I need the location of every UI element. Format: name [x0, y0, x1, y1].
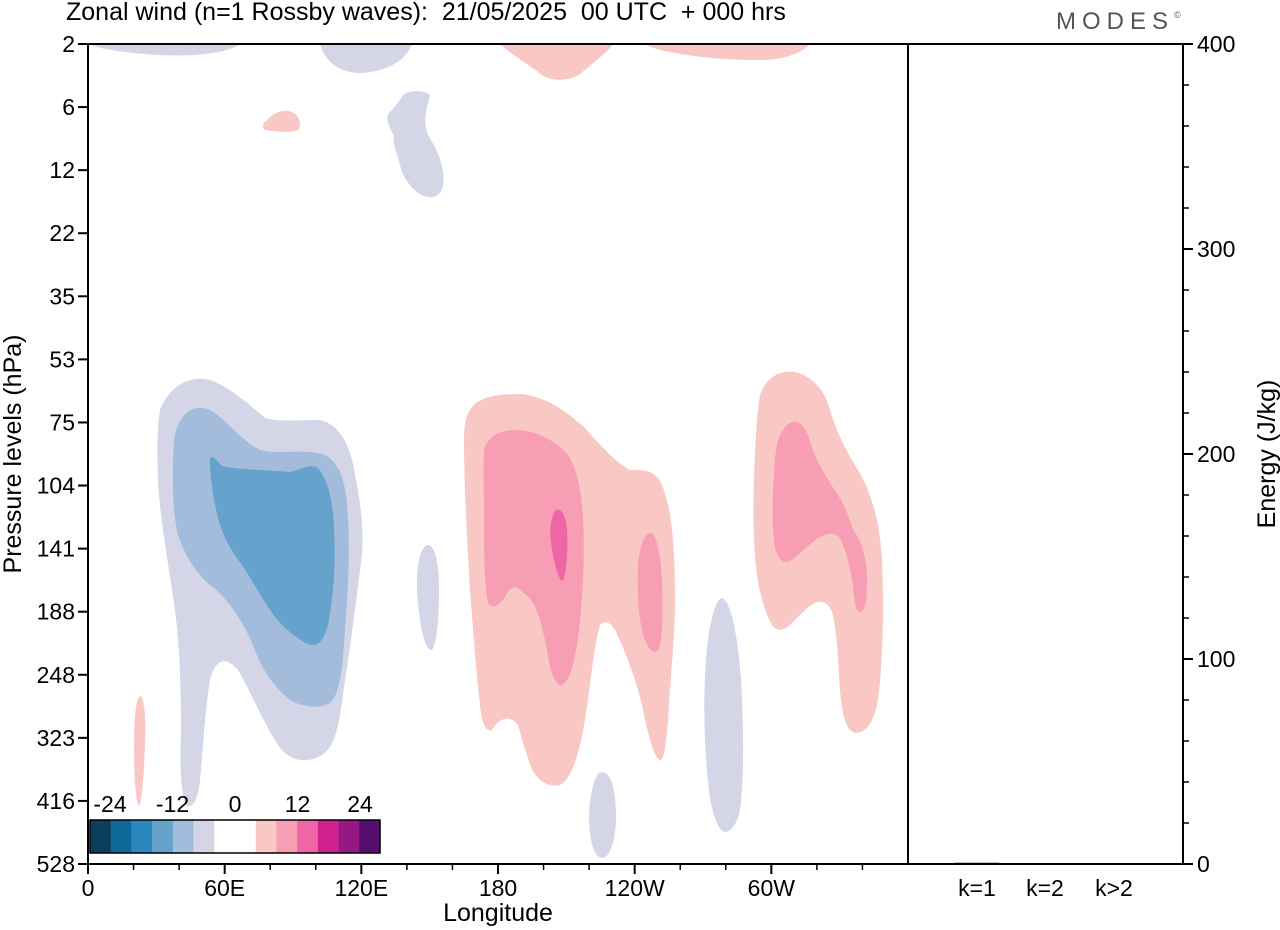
- y-tick-label: 188: [37, 599, 75, 625]
- colorbar-tick-label: -24: [93, 791, 126, 817]
- y-tick-label: 2: [62, 31, 75, 57]
- contour-pos-4-top-right: [645, 44, 810, 60]
- y-tick-label: 22: [49, 220, 75, 246]
- contour-neg-4-bottom: [589, 772, 616, 858]
- contour-neg-4-stratosphere: [387, 91, 444, 198]
- logo-mark: ©: [1174, 10, 1181, 20]
- colorbar-swatch: [317, 820, 339, 853]
- y-tick-label: 53: [49, 346, 75, 372]
- colorbar-swatch: [235, 820, 257, 853]
- colorbar-tick-label: -12: [156, 791, 189, 817]
- contour-pos-8-mid: [637, 532, 663, 652]
- colorbar-swatch: [90, 820, 112, 853]
- energy-category-label: k=1: [958, 875, 996, 901]
- contour-neg-4-small: [416, 545, 439, 650]
- colorbar-swatch: [255, 820, 277, 853]
- energy-tick-label: 100: [1197, 646, 1235, 672]
- colorbar-swatch: [131, 820, 153, 853]
- contour-pos-4-left-thin: [134, 696, 146, 806]
- colorbar-swatch: [152, 820, 174, 853]
- y-tick-label: 104: [37, 473, 76, 499]
- colorbar-swatch: [214, 820, 236, 853]
- contour-neg-4-top-mid: [320, 44, 412, 73]
- colorbar-swatch: [110, 820, 132, 853]
- longitude-axis: 0 60E 120E 180 120W 60W: [82, 864, 864, 901]
- contour-pos-12-main: [550, 509, 568, 581]
- y-tick-label: 141: [37, 536, 75, 562]
- colorbar-tick-label: 12: [285, 791, 311, 817]
- y-tick-label: 12: [49, 157, 75, 183]
- colorbar-swatch: [276, 820, 298, 853]
- contour-neg-4-lower: [704, 598, 744, 832]
- y-tick-label: 248: [37, 662, 75, 688]
- energy-tick-label: 400: [1197, 31, 1235, 57]
- y-tick-label: 35: [49, 283, 75, 309]
- contour-pos-4-top-mid: [500, 44, 614, 80]
- x-axis-label: Longitude: [443, 899, 553, 927]
- contour-pos-8-right: [772, 421, 867, 612]
- colorbar-frame: [89, 819, 381, 854]
- energy-bar-1: [955, 862, 999, 864]
- contour-pos-4-high-left: [262, 110, 300, 132]
- colorbar-tick-label: 0: [229, 791, 242, 817]
- x-tick-label: 120W: [605, 875, 665, 901]
- colorbar-swatch: [359, 820, 381, 853]
- colorbar-tick-label: 24: [347, 791, 373, 817]
- energy-tick-label: 300: [1197, 236, 1235, 262]
- contour-pos-8-main: [483, 430, 584, 686]
- x-tick-label: 180: [479, 875, 517, 901]
- colorbar-swatch: [297, 820, 319, 853]
- chart-title: Zonal wind (n=1 Rossby waves): 21/05/202…: [66, 0, 786, 26]
- contour-field: [90, 44, 883, 858]
- y-tick-label: 416: [37, 788, 75, 814]
- energy-tick-label: 0: [1197, 851, 1210, 877]
- y-tick-label: 323: [37, 725, 75, 751]
- energy-category-label: k>2: [1095, 875, 1133, 901]
- contour-neg-4-top-left: [90, 44, 240, 56]
- colorbar-swatch: [338, 820, 360, 853]
- modes-logo: MODES©: [1056, 8, 1181, 36]
- x-tick-label: 60W: [748, 875, 796, 901]
- x-tick-label: 0: [82, 875, 95, 901]
- energy-axis: 0 100 200 300 400: [1183, 31, 1235, 877]
- x-tick-label: 60E: [204, 875, 245, 901]
- logo-text: MODES: [1056, 8, 1175, 35]
- energy-bars: k=1 k=2 k>2: [955, 862, 1136, 901]
- pressure-axis: 2 6 12 22 35 53 75 104 141 188 248 323 416 528: [37, 31, 88, 877]
- energy-bar-2: [1023, 863, 1067, 865]
- energy-axis-label: Energy (J/kg): [1253, 380, 1280, 529]
- colorbar-swatch: [193, 820, 215, 853]
- x-tick-label: 120E: [334, 875, 388, 901]
- colorbar-swatch: [172, 820, 194, 853]
- energy-bar-3: [1092, 863, 1136, 864]
- y-tick-label: 6: [62, 94, 75, 120]
- energy-tick-label: 200: [1197, 441, 1235, 467]
- y-tick-label: 528: [37, 851, 75, 877]
- colorbar-legend: -24 -12 0 12 24: [89, 791, 381, 854]
- y-axis-label: Pressure levels (hPa): [0, 335, 27, 574]
- y-tick-label: 75: [49, 409, 75, 435]
- contour-neg-12-main: [210, 457, 335, 646]
- energy-category-label: k=2: [1026, 875, 1064, 901]
